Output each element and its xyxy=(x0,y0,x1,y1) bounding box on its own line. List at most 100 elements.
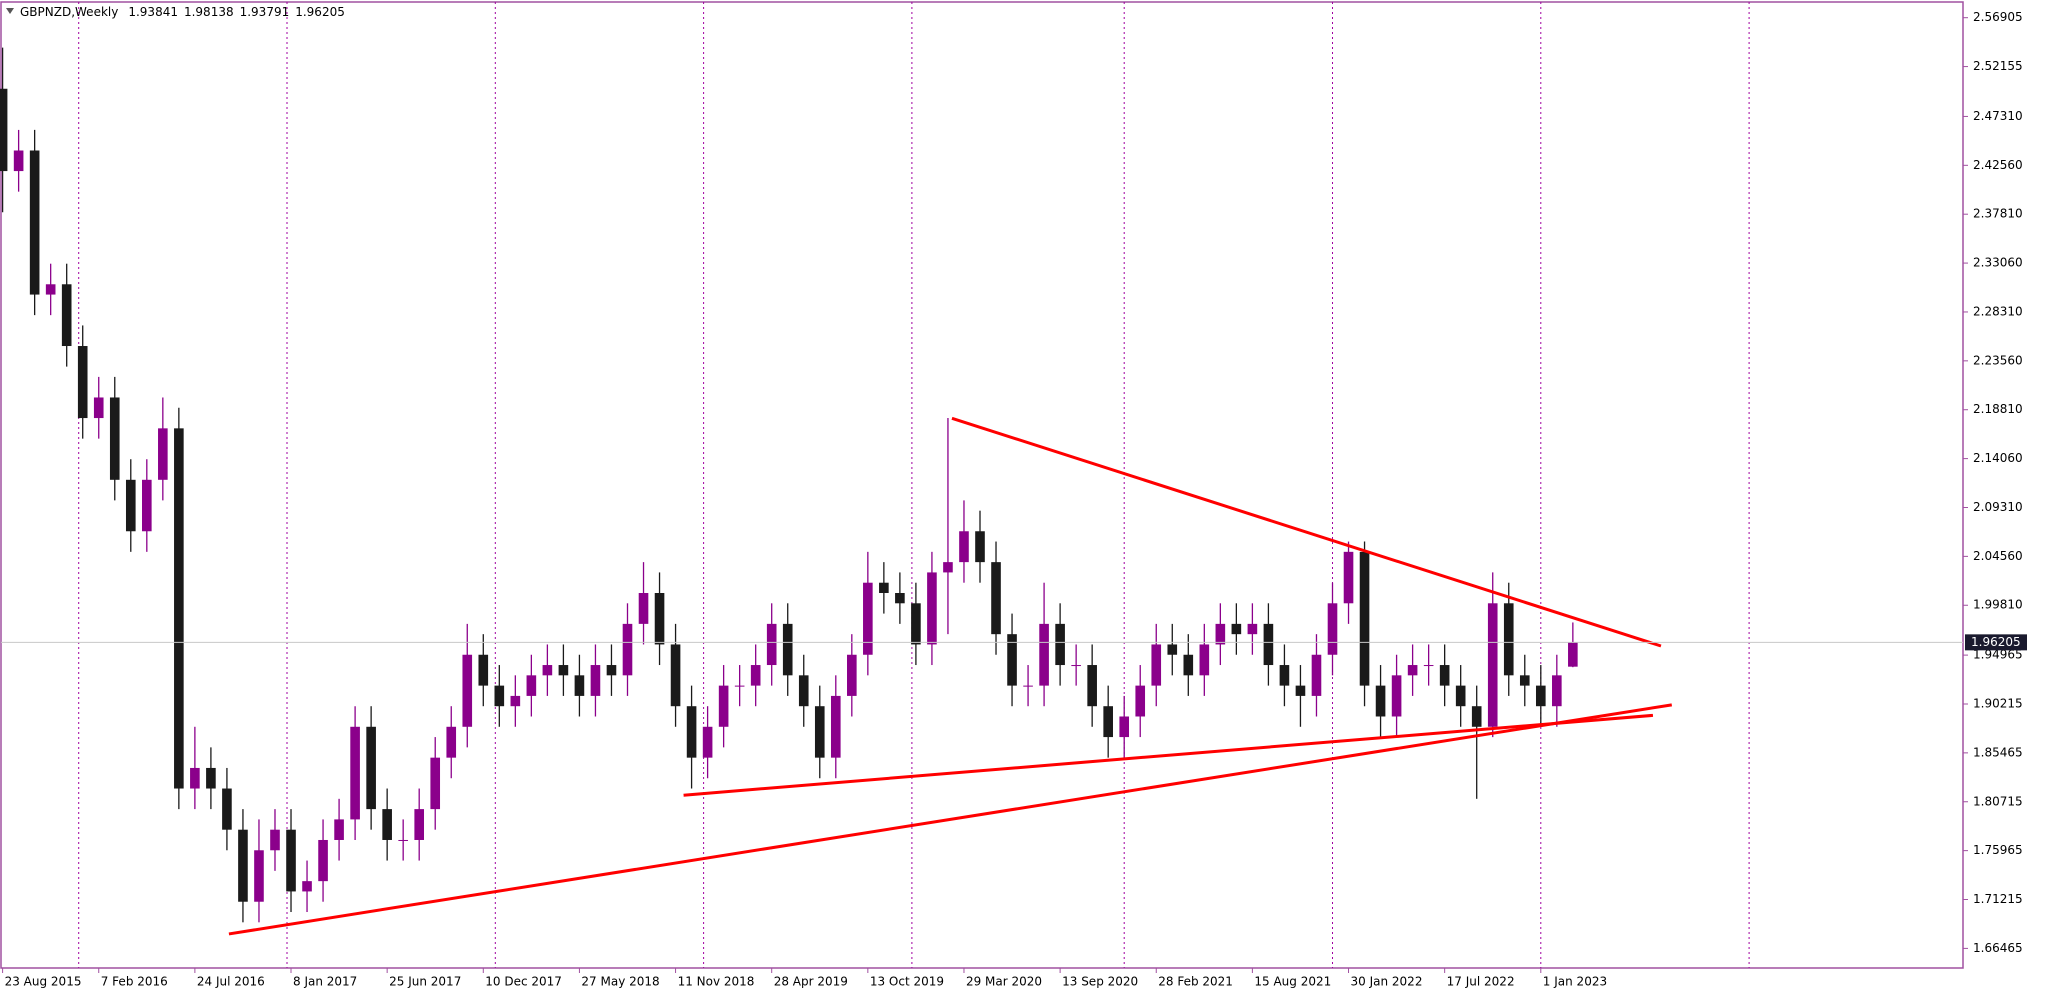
candle-body xyxy=(863,582,873,655)
candle-body xyxy=(1407,665,1418,676)
y-tick-label: 2.18810 xyxy=(1973,402,2023,416)
candle-body xyxy=(190,767,200,789)
candle-body xyxy=(542,665,553,676)
y-tick-label: 2.37810 xyxy=(1973,207,2023,221)
candle-body xyxy=(1519,675,1530,686)
y-tick-label: 1.85465 xyxy=(1973,745,2023,759)
candle-body xyxy=(1231,623,1242,635)
x-tick-label: 10 Dec 2017 xyxy=(485,975,562,989)
candle-body xyxy=(109,397,120,480)
candle-body xyxy=(1007,634,1017,686)
candle-body xyxy=(1359,551,1370,686)
candle-body xyxy=(702,726,713,758)
y-tick-label: 2.23560 xyxy=(1973,353,2023,367)
candle-body xyxy=(77,346,88,419)
candle-body xyxy=(222,788,232,830)
x-tick-label: 13 Sep 2020 xyxy=(1062,975,1138,989)
candle-body xyxy=(1247,623,1258,635)
candle-body xyxy=(1375,685,1386,717)
title-icon xyxy=(6,8,14,14)
y-tick-label: 2.14060 xyxy=(1973,451,2023,465)
candle-body xyxy=(45,284,56,295)
candle-body xyxy=(1167,644,1178,655)
candle-body xyxy=(590,665,601,696)
candle-body xyxy=(1455,685,1466,707)
y-tick-label: 2.52155 xyxy=(1973,59,2023,73)
candle-body xyxy=(382,809,392,840)
candle-body xyxy=(478,654,489,686)
candle-body xyxy=(526,675,537,696)
candle-body xyxy=(206,767,216,789)
candle-body xyxy=(1151,644,1162,686)
candle-body xyxy=(1295,685,1306,696)
x-tick-label: 13 Oct 2019 xyxy=(870,975,944,989)
candle-body xyxy=(174,428,184,789)
last-price-label: 1.96205 xyxy=(1971,635,2021,649)
candle-body xyxy=(0,88,8,172)
candle-body xyxy=(654,593,665,645)
candle-body xyxy=(782,623,793,676)
candle-body xyxy=(1439,665,1450,686)
candle-body xyxy=(1535,685,1546,707)
x-tick-label: 29 Mar 2020 xyxy=(966,975,1042,989)
candle-body xyxy=(1119,716,1130,738)
y-tick-label: 1.75965 xyxy=(1973,843,2023,857)
candle-body xyxy=(510,695,521,707)
x-tick-label: 7 Feb 2016 xyxy=(101,975,168,989)
x-tick-label: 1 Jan 2023 xyxy=(1543,975,1607,989)
candle-body xyxy=(462,654,473,727)
candle-body xyxy=(959,531,969,563)
candle-body xyxy=(125,479,136,532)
y-tick-label: 2.28310 xyxy=(1973,304,2023,318)
candle-body xyxy=(814,706,825,758)
ohlc-high: 1.98138 xyxy=(184,5,234,19)
candle-body xyxy=(1135,685,1146,717)
candle-body xyxy=(622,623,633,676)
ohlc-close: 1.96205 xyxy=(295,5,345,19)
x-tick-label: 28 Feb 2021 xyxy=(1158,975,1233,989)
candle-body xyxy=(1471,706,1482,727)
candle-body xyxy=(558,665,569,676)
candle-body xyxy=(238,829,248,902)
candle-body xyxy=(494,685,505,707)
candle-body xyxy=(1327,603,1338,655)
candle-body xyxy=(1039,623,1049,686)
candle-body xyxy=(286,829,296,892)
candle-body xyxy=(1391,675,1402,717)
x-tick-label: 23 Aug 2015 xyxy=(5,975,82,989)
candle-body xyxy=(398,839,408,841)
candle-body xyxy=(911,603,921,645)
candle-body xyxy=(670,644,681,707)
trendline xyxy=(228,703,1673,936)
candle-body xyxy=(718,685,729,727)
x-tick-label: 27 May 2018 xyxy=(581,975,659,989)
candle-body xyxy=(61,284,72,347)
candle-body xyxy=(1279,665,1290,686)
candle-body xyxy=(750,665,761,686)
ohlc-low: 1.93791 xyxy=(240,5,290,19)
candle-body xyxy=(29,150,40,295)
x-tick-label: 11 Nov 2018 xyxy=(678,975,755,989)
candle-body xyxy=(943,562,953,573)
x-tick-label: 30 Jan 2022 xyxy=(1351,975,1423,989)
y-tick-label: 2.56905 xyxy=(1973,10,2023,24)
x-tick-label: 24 Jul 2016 xyxy=(197,975,265,989)
trendline xyxy=(951,416,1662,648)
candle-body xyxy=(574,675,585,696)
candle-body xyxy=(1503,603,1514,676)
candle-body xyxy=(350,726,360,820)
candle-body xyxy=(766,623,777,666)
candle-body xyxy=(847,654,857,696)
candle-body xyxy=(1215,623,1226,645)
x-tick-label: 8 Jan 2017 xyxy=(293,975,357,989)
candle-body xyxy=(1087,665,1097,707)
candle-body xyxy=(1103,706,1113,738)
plot-frame xyxy=(0,1,1964,969)
x-tick-label: 28 Apr 2019 xyxy=(774,975,848,989)
candle-body xyxy=(638,593,649,624)
candle-body xyxy=(1055,623,1065,666)
candle-body xyxy=(158,428,168,480)
candle-body xyxy=(13,150,24,172)
